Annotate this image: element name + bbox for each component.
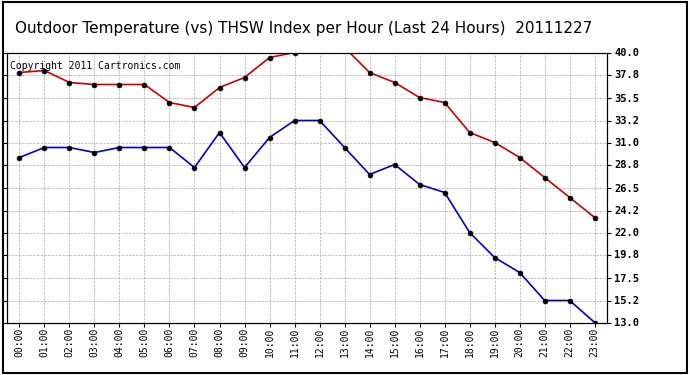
Text: Outdoor Temperature (vs) THSW Index per Hour (Last 24 Hours)  20111227: Outdoor Temperature (vs) THSW Index per … [15,21,592,36]
Text: Copyright 2011 Cartronics.com: Copyright 2011 Cartronics.com [10,61,180,70]
